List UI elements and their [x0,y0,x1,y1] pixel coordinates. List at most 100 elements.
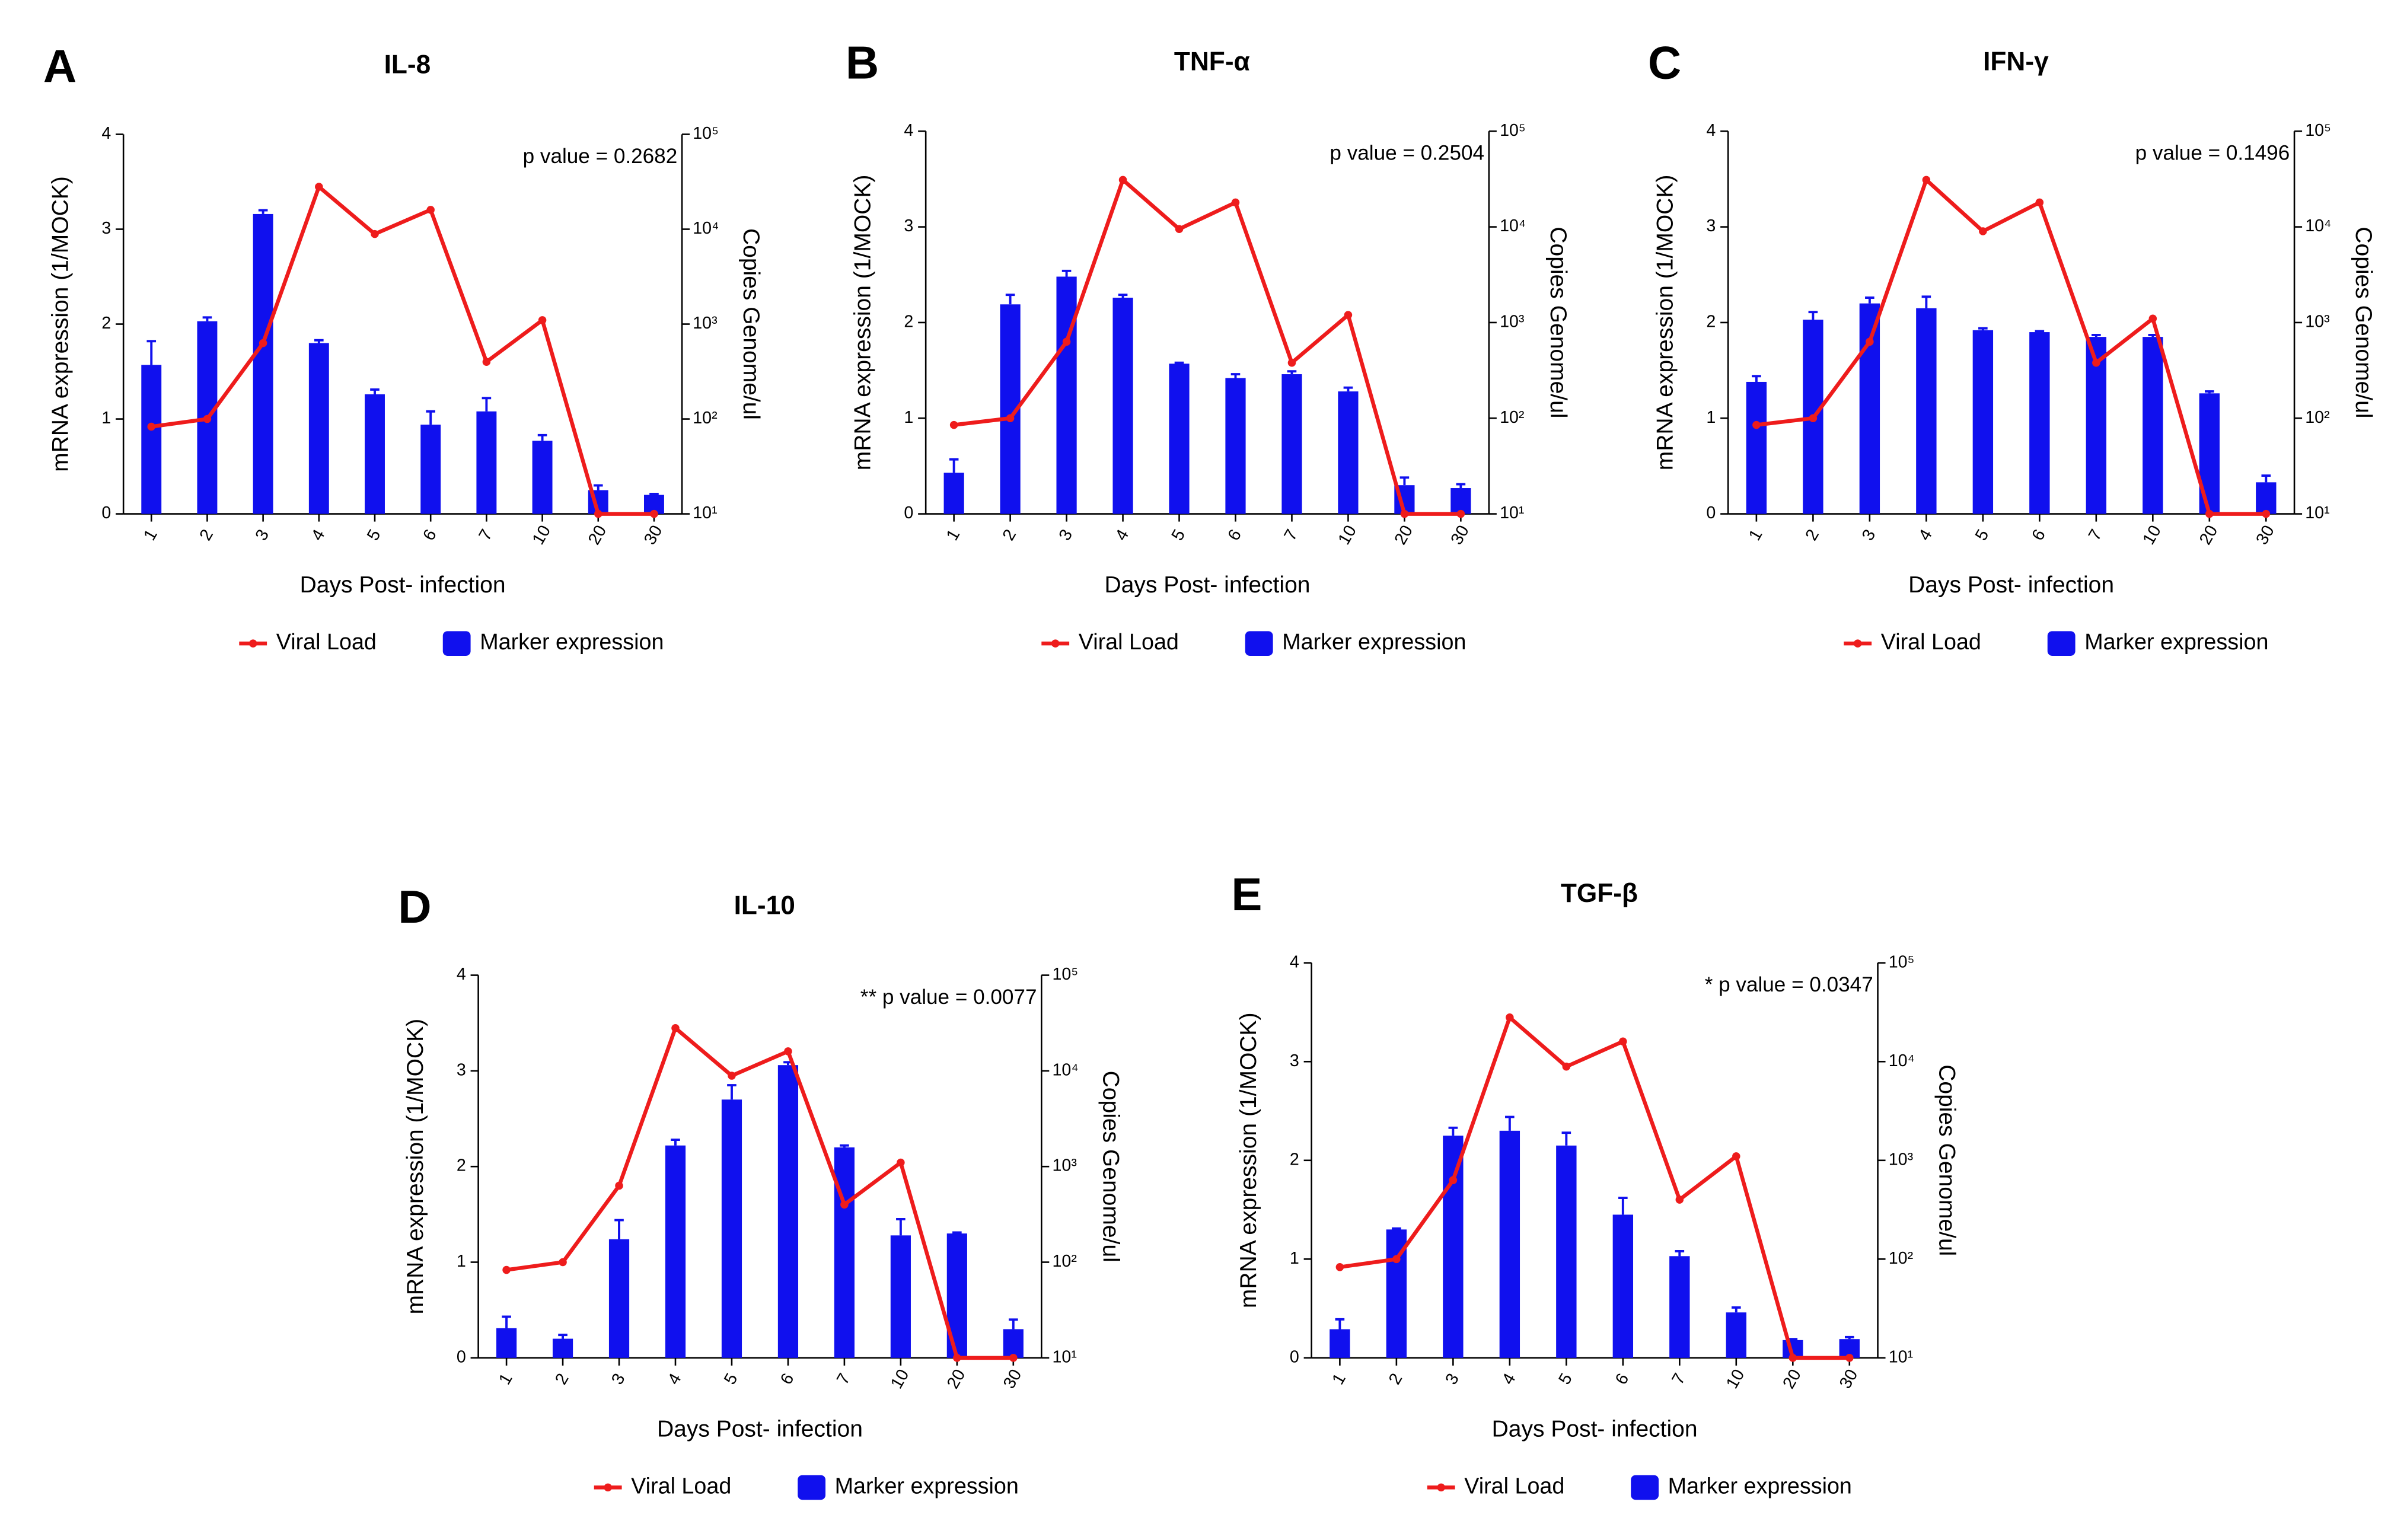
line-point [2262,509,2271,518]
line-point [897,1158,905,1167]
error-bar [671,1139,680,1146]
bar [1612,1214,1634,1358]
panel-letter: C [1648,37,1681,89]
line-point [1062,337,1071,346]
chart-title: IFN-γ [1983,47,2049,76]
x-tick-label: 20 [585,522,611,549]
annotation: * p value = 0.0347 [1705,973,1873,996]
line-point [1866,337,1874,346]
error-bar [1561,1131,1571,1146]
y-tick-label: 2 [1706,313,1716,331]
line-point [1344,311,1353,319]
error-bar [2261,474,2271,483]
line-point [1922,176,1931,184]
line [954,176,1461,516]
line [1339,1014,1850,1360]
y2-tick-label: 10⁴ [1053,1060,1079,1079]
y2-tick-label: 10¹ [1889,1347,1913,1366]
panel-letter: B [846,37,879,89]
legend-label: Marker expression [480,629,664,654]
line-point [315,183,323,191]
y2-tick-label: 10⁵ [1500,121,1526,140]
x-tick-label: 1 [1328,1370,1350,1388]
error-bar [1675,1250,1685,1257]
y-axis-label: mRNA expression (1/MOCK) [403,1019,428,1315]
y2-tick-label: 10⁴ [1889,1051,1915,1070]
legend-marker [248,639,257,648]
bar [1225,378,1246,514]
y-tick-label: 0 [904,503,913,522]
y2-tick-label: 10¹ [1500,503,1524,522]
line-point [594,509,602,518]
y-axis-label: mRNA expression (1/MOCK) [47,176,73,472]
error-bar [1844,1335,1854,1340]
error-bar [649,493,659,495]
bar [1499,1130,1520,1358]
x-axis-label: Days Post- infection [657,1416,863,1442]
line-point [2205,509,2214,518]
legend-swatch [2047,631,2076,656]
line-point [1809,414,1818,423]
panel-letter: E [1231,868,1262,920]
x-axis-label: Days Post- infection [300,572,506,598]
y2-tick-label: 10³ [1500,313,1524,331]
x-tick-label: 30 [1447,522,1473,549]
line-point [203,415,212,423]
y-tick-label: 0 [101,503,111,522]
x-tick-label: 1 [1745,526,1767,544]
legend-label: Viral Load [1881,629,1981,654]
bar [476,411,497,514]
error-bar [482,397,492,412]
x-tick-label: 3 [1858,526,1880,544]
x-tick-label: 2 [1802,526,1823,544]
legend-swatch [798,1475,826,1500]
bar [834,1147,855,1358]
x-tick-label: 10 [529,522,555,549]
y2-tick-label: 10⁴ [2305,216,2331,235]
x-tick-label: 1 [140,526,161,544]
line-point [1675,1195,1684,1204]
bar [721,1099,742,1358]
error-bar [949,458,959,473]
y-tick-label: 0 [1706,503,1716,522]
x-tick-label: 1 [943,526,964,544]
y-tick-label: 3 [1290,1051,1299,1070]
y-tick-label: 2 [457,1156,466,1175]
error-bar [1618,1197,1628,1215]
x-tick-label: 3 [608,1370,629,1388]
error-bar [258,209,268,214]
x-tick-label: 30 [640,522,667,549]
bar [532,441,553,514]
line-point [259,339,267,347]
bar [420,425,441,514]
bar [943,473,964,514]
error-bar [1335,1318,1345,1329]
line-point [953,1354,961,1362]
x-tick-label: 6 [419,526,441,544]
y2-axis-label: Copies Genome/ul [2351,227,2376,418]
line [1756,176,2266,516]
x-tick-label: 2 [196,526,217,544]
x-tick-label: 5 [1972,526,1993,544]
y2-tick-label: 10⁵ [1053,965,1079,984]
bar [1669,1256,1690,1358]
line-point [1979,227,1987,235]
line-point [482,358,491,366]
panel: D IL-10 ** p value = 0.0077 0 1 2 3 4 10¹ 10² 10³ 1… [398,881,1123,1500]
line-point [1845,1354,1854,1362]
x-tick-label: 5 [1555,1370,1576,1388]
line [506,1025,1013,1360]
x-tick-label: 10 [2139,522,2165,549]
y2-tick-label: 10² [693,409,717,428]
y2-tick-label: 10¹ [2305,503,2329,522]
y2-axis-label: Copies Genome/ul [1098,1071,1123,1262]
line-point [2092,358,2100,367]
error-bar [1174,361,1184,364]
y-tick-label: 1 [1706,408,1716,427]
y2-tick-label: 10⁵ [1889,952,1915,971]
y-tick-label: 3 [904,216,913,235]
line-point [650,509,658,518]
legend-marker [1051,639,1060,648]
error-bar [1752,375,1761,382]
x-tick-label: 2 [551,1370,573,1388]
